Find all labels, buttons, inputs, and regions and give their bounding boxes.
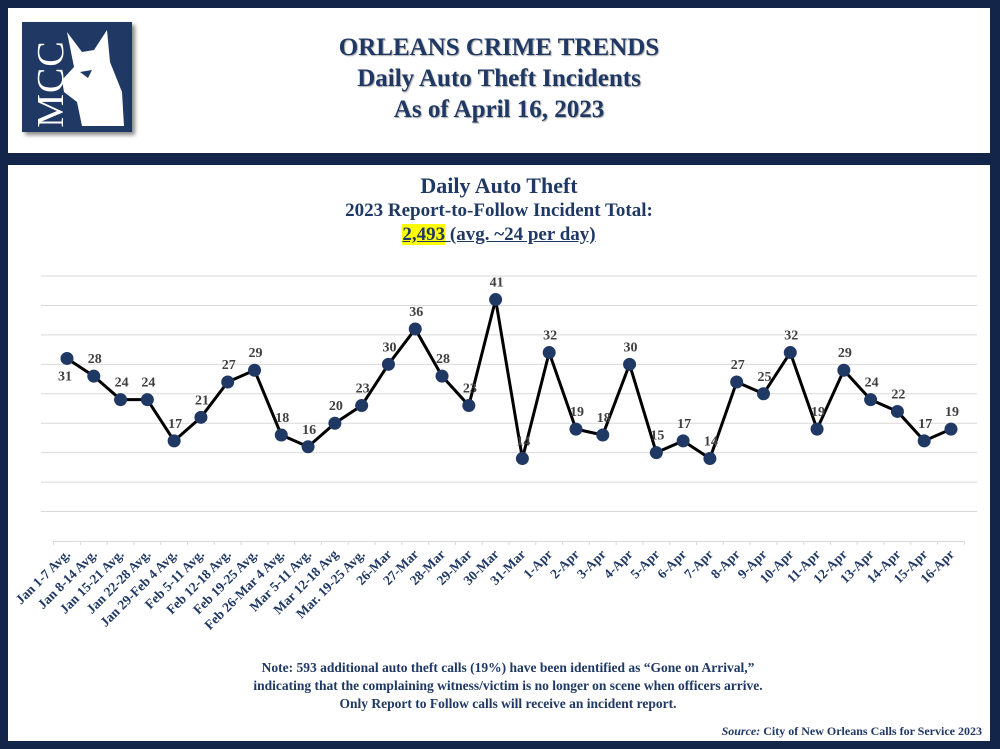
data-point <box>703 452 717 466</box>
x-tick-label: 7-Apr <box>681 547 716 582</box>
chart-panel: Daily Auto Theft 2023 Report-to-Follow I… <box>6 163 992 743</box>
data-point <box>381 357 395 371</box>
data-label: 24 <box>115 376 129 391</box>
x-tick-label: 1-Apr <box>520 547 555 582</box>
data-point <box>944 422 958 436</box>
data-label: 20 <box>329 399 343 414</box>
data-label: 28 <box>436 352 450 367</box>
data-label: 17 <box>168 417 182 432</box>
series-line <box>66 298 952 461</box>
title-line-2: Daily Auto Theft Incidents <box>357 65 641 92</box>
data-label: 30 <box>382 340 396 355</box>
data-point <box>730 375 744 389</box>
data-point <box>462 399 476 413</box>
source-value: City of New Orleans Calls for Service 20… <box>760 724 982 738</box>
data-label: 30 <box>624 340 638 355</box>
data-label: 28 <box>88 352 102 367</box>
note-text: Note: 593 additional auto theft calls (1… <box>253 660 763 711</box>
data-point <box>167 434 181 448</box>
data-point <box>114 393 128 407</box>
data-point <box>864 393 878 407</box>
data-label: 27 <box>222 358 236 373</box>
data-label: 32 <box>784 329 798 344</box>
data-point <box>194 410 208 424</box>
data-point <box>756 387 770 401</box>
x-tick-label: 6-Apr <box>654 547 689 582</box>
data-point <box>676 434 690 448</box>
x-tick-label: 8-Apr <box>708 547 743 582</box>
data-label: 18 <box>275 411 289 426</box>
data-label: 25 <box>757 370 771 385</box>
data-label: 23 <box>463 382 477 397</box>
data-label: 22 <box>891 387 905 402</box>
data-label: 17 <box>918 417 932 432</box>
data-label: 21 <box>195 393 209 408</box>
data-label: 41 <box>490 276 504 291</box>
average-text: (avg. ~24 per day) <box>445 224 596 245</box>
mcc-logo: MCC <box>22 22 132 132</box>
data-point <box>649 446 663 460</box>
data-point <box>248 363 262 377</box>
x-tick-label: 4-Apr <box>601 547 636 582</box>
data-label: 29 <box>838 346 852 361</box>
data-label: 24 <box>141 376 155 391</box>
data-label: 14 <box>704 435 718 450</box>
data-point <box>783 346 797 360</box>
data-point <box>408 322 422 336</box>
x-tick-label: 3-Apr <box>574 547 609 582</box>
title-line-3: As of April 16, 2023 <box>393 96 605 123</box>
data-point <box>87 369 101 383</box>
report-title: ORLEANS CRIME TRENDS Daily Auto Theft In… <box>8 32 990 125</box>
data-label: 31 <box>58 369 72 384</box>
total-value: 2,493 <box>402 224 446 245</box>
data-point <box>837 363 851 377</box>
data-point <box>60 351 74 365</box>
header-panel: MCC ORLEANS CRIME TRENDS Daily Auto Thef… <box>6 6 992 155</box>
x-tick-label: 5-Apr <box>627 547 662 582</box>
data-label: 14 <box>516 435 530 450</box>
data-point <box>140 393 154 407</box>
data-point <box>489 293 503 307</box>
data-label: 32 <box>543 329 557 344</box>
data-point <box>810 422 824 436</box>
data-label: 19 <box>945 405 959 420</box>
source-text: Source: City of New Orleans Calls for Se… <box>722 724 982 739</box>
title-line-1: ORLEANS CRIME TRENDS <box>338 34 660 61</box>
data-label: 19 <box>811 405 825 420</box>
data-point <box>355 399 369 413</box>
data-label: 24 <box>865 376 879 391</box>
data-point <box>917 434 931 448</box>
data-label: 15 <box>650 429 664 444</box>
chart-subtitle: 2023 Report-to-Follow Incident Total: <box>345 200 653 221</box>
data-point <box>221 375 235 389</box>
data-label: 17 <box>677 417 691 432</box>
data-point <box>623 357 637 371</box>
x-tick-label: 2-Apr <box>547 547 582 582</box>
chart-total: 2,493 (avg. ~24 per day) <box>8 223 990 247</box>
data-label: 29 <box>249 346 263 361</box>
data-point <box>890 404 904 418</box>
data-point <box>542 346 556 360</box>
line-chart: 31 28 24 24 17 21 27 29 18 16 20 23 30 36 28 23 41 14 32 19… <box>13 275 977 633</box>
data-label: 23 <box>356 382 370 397</box>
data-point <box>596 428 610 442</box>
data-point <box>435 369 449 383</box>
data-point <box>274 428 288 442</box>
data-label: 19 <box>570 405 584 420</box>
data-point <box>569 422 583 436</box>
chart-title: Daily Auto Theft <box>420 173 578 198</box>
chart-titles: Daily Auto Theft 2023 Report-to-Follow I… <box>8 173 990 247</box>
data-point <box>328 416 342 430</box>
data-label: 36 <box>409 305 423 320</box>
data-label: 27 <box>731 358 745 373</box>
wolf-icon <box>62 30 124 126</box>
data-point <box>515 452 529 466</box>
data-label: 16 <box>302 423 316 438</box>
data-label: 18 <box>597 411 611 426</box>
data-point <box>301 440 315 454</box>
source-label: Source: <box>721 724 761 738</box>
